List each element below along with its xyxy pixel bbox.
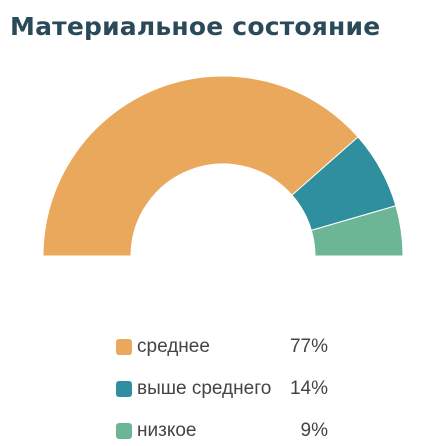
chart-legend: среднее 77% выше среднего 14% низкое 9% [116,326,332,446]
legend-label-average: среднее [137,336,210,357]
legend-item-above-average[interactable]: выше среднего 14% [116,368,332,410]
legend-swatch-low [116,423,132,439]
legend-swatch-above-average [116,381,132,397]
legend-item-low[interactable]: низкое 9% [116,410,332,446]
donut-slice-average[interactable] [42,75,359,257]
legend-label-above-average: выше среднего [137,378,272,399]
legend-value-low: 9% [300,420,328,441]
legend-value-above-average: 14% [289,378,328,399]
legend-label-low: низкое [137,420,197,441]
legend-item-average[interactable]: среднее 77% [116,326,332,368]
legend-swatch-average [116,339,132,355]
donut-slice-low[interactable] [310,205,404,257]
chart-title: Материальное состояние [10,12,381,41]
legend-value-average: 77% [289,336,328,357]
